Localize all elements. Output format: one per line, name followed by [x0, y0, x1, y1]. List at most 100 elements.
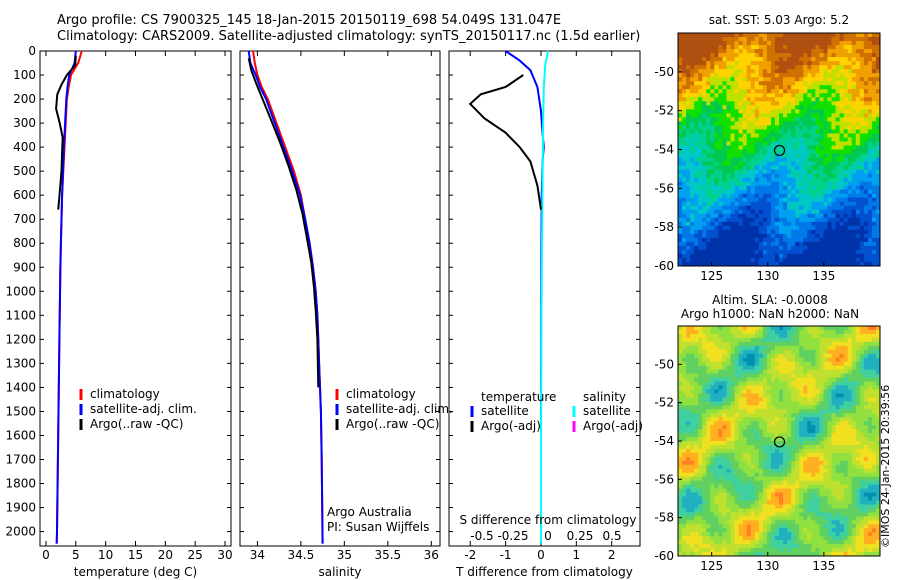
legend-label-difference: Argo(-adj): [583, 419, 643, 433]
series-line-satellite-adj-clim-: [55, 50, 77, 544]
x-axis-label-temperature-panel: temperature (deg C): [74, 565, 197, 579]
x-tick-label-salinity-panel: 36: [424, 548, 439, 562]
map-grid-sla-map: [678, 326, 881, 557]
secondary-x-tick-label: -0.25: [497, 529, 528, 543]
series-line-s-satellite: [540, 50, 549, 544]
legend-header-salinity: salinity: [583, 390, 626, 404]
series-line-t-satellite: [505, 50, 545, 544]
series-line-satellite-adj-clim-: [247, 50, 324, 544]
map-x-tick-label: 135: [812, 559, 835, 573]
depth-tick-label: 1900: [5, 501, 36, 515]
depth-tick-label: 1800: [5, 477, 36, 491]
x-tick-label-temperature-panel: 0: [42, 548, 50, 562]
legend-label-temperature-panel: climatology: [90, 387, 160, 401]
map-y-tick-label: -58: [654, 220, 674, 234]
x-tick-label-difference-panel: -2: [464, 548, 476, 562]
series-line-climatology: [252, 50, 324, 544]
secondary-x-axis-label: S difference from climatology: [460, 513, 637, 527]
x-tick-label-temperature-panel: 10: [98, 548, 113, 562]
map-x-tick-label: 130: [756, 269, 779, 283]
map-grid-sst-map: [678, 33, 881, 267]
legend-label-salinity-panel: satellite-adj. clim.: [346, 402, 453, 416]
legend-label-temperature-panel: Argo(..raw -QC): [90, 417, 183, 431]
legend-label-difference: satellite: [481, 404, 529, 418]
legend-label-difference: satellite: [583, 404, 631, 418]
map-y-tick-label: -50: [654, 357, 674, 371]
depth-tick-label: 500: [13, 164, 36, 178]
map-y-tick-label: -56: [654, 472, 674, 486]
depth-tick-label: 1300: [5, 356, 36, 370]
map-y-tick-label: -58: [654, 511, 674, 525]
depth-tick-label: 1500: [5, 404, 36, 418]
depth-tick-label: 600: [13, 188, 36, 202]
depth-tick-label: 0: [28, 44, 36, 58]
depth-tick-label: 1700: [5, 452, 36, 466]
imos-credit: ©IMOS 24-Jan-2015 20:39:56: [879, 384, 892, 548]
map-x-tick-label: 130: [756, 559, 779, 573]
depth-tick-label: 200: [13, 92, 36, 106]
depth-tick-label: 900: [13, 260, 36, 274]
x-axis-label-salinity-panel: salinity: [318, 565, 361, 579]
x-tick-label-temperature-panel: 15: [128, 548, 143, 562]
panel-frame-difference-panel: [448, 50, 641, 547]
map-y-tick-label: -60: [654, 549, 674, 563]
x-tick-label-temperature-panel: 25: [188, 548, 203, 562]
series-line-argo-raw-qc-: [247, 57, 320, 388]
map-x-tick-label: 135: [812, 269, 835, 283]
depth-tick-label: 2000: [5, 525, 36, 539]
depth-tick-label: 1000: [5, 284, 36, 298]
depth-tick-label: 700: [13, 212, 36, 226]
legend-label-temperature-panel: satellite-adj. clim.: [90, 402, 197, 416]
legend-label-salinity-panel: climatology: [346, 387, 416, 401]
x-axis-label-difference-panel: T difference from climatology: [455, 565, 633, 579]
legend-label-difference: Argo(-adj): [481, 419, 541, 433]
series-line-argo-raw-qc-: [55, 55, 77, 210]
map-y-tick-label: -54: [654, 434, 674, 448]
x-tick-label-difference-panel: -1: [500, 548, 512, 562]
x-tick-label-salinity-panel: 35.5: [374, 548, 401, 562]
depth-tick-label: 800: [13, 236, 36, 250]
map-title-argo-heights: Argo h1000: NaN h2000: NaN: [681, 307, 859, 321]
depth-tick-label: 1200: [5, 332, 36, 346]
annotation-text: PI: Susan Wijffels: [327, 520, 429, 534]
x-tick-label-salinity-panel: 34.5: [288, 548, 315, 562]
secondary-x-tick-label: 0.5: [602, 529, 621, 543]
header-title-line2: Climatology: CARS2009. Satellite-adjuste…: [57, 29, 641, 44]
x-tick-label-difference-panel: 0: [537, 548, 545, 562]
x-tick-label-salinity-panel: 35: [337, 548, 352, 562]
map-y-tick-label: -56: [654, 181, 674, 195]
map-y-tick-label: -60: [654, 259, 674, 273]
map-y-tick-label: -54: [654, 143, 674, 157]
depth-tick-label: 300: [13, 116, 36, 130]
map-x-tick-label: 125: [700, 269, 723, 283]
argo-position-marker: [773, 436, 786, 448]
secondary-x-tick-label: -0.5: [470, 529, 493, 543]
panel-frame-temperature-panel: [39, 50, 232, 547]
map-title-sla: Altim. SLA: -0.0008: [712, 293, 828, 307]
depth-tick-label: 1100: [5, 308, 36, 322]
header-title-line1: Argo profile: CS 7900325_145 18-Jan-2015…: [57, 13, 562, 28]
secondary-x-tick-label: 0: [544, 529, 552, 543]
argo-position-marker: [773, 144, 786, 157]
x-tick-label-salinity-panel: 34: [250, 548, 265, 562]
map-y-tick-label: -50: [654, 65, 674, 79]
map-y-tick-label: -52: [654, 104, 674, 118]
secondary-x-tick-label: 0.25: [567, 529, 594, 543]
depth-tick-label: 1400: [5, 380, 36, 394]
legend-header-temperature: temperature: [481, 390, 556, 404]
map-x-tick-label: 125: [700, 559, 723, 573]
annotation-text: Argo Australia: [327, 505, 412, 519]
x-tick-label-temperature-panel: 5: [72, 548, 80, 562]
depth-tick-label: 100: [13, 68, 36, 82]
series-line-t-argo-adj-: [468, 74, 542, 210]
map-y-tick-label: -52: [654, 396, 674, 410]
legend-label-salinity-panel: Argo(..raw -QC): [346, 417, 439, 431]
x-tick-label-temperature-panel: 30: [217, 548, 232, 562]
x-tick-label-temperature-panel: 20: [158, 548, 173, 562]
panel-frame-salinity-panel: [239, 50, 441, 547]
x-tick-label-difference-panel: 1: [573, 548, 581, 562]
depth-tick-label: 1600: [5, 428, 36, 442]
map-title-sst: sat. SST: 5.03 Argo: 5.2: [709, 13, 849, 27]
depth-tick-label: 400: [13, 140, 36, 154]
